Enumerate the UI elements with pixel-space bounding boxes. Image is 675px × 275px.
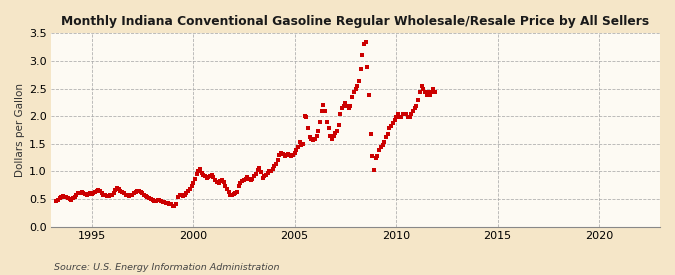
Title: Monthly Indiana Conventional Gasoline Regular Wholesale/Resale Price by All Sell: Monthly Indiana Conventional Gasoline Re… <box>61 15 649 28</box>
Y-axis label: Dollars per Gallon: Dollars per Gallon <box>15 83 25 177</box>
Text: Source: U.S. Energy Information Administration: Source: U.S. Energy Information Administ… <box>54 263 279 272</box>
